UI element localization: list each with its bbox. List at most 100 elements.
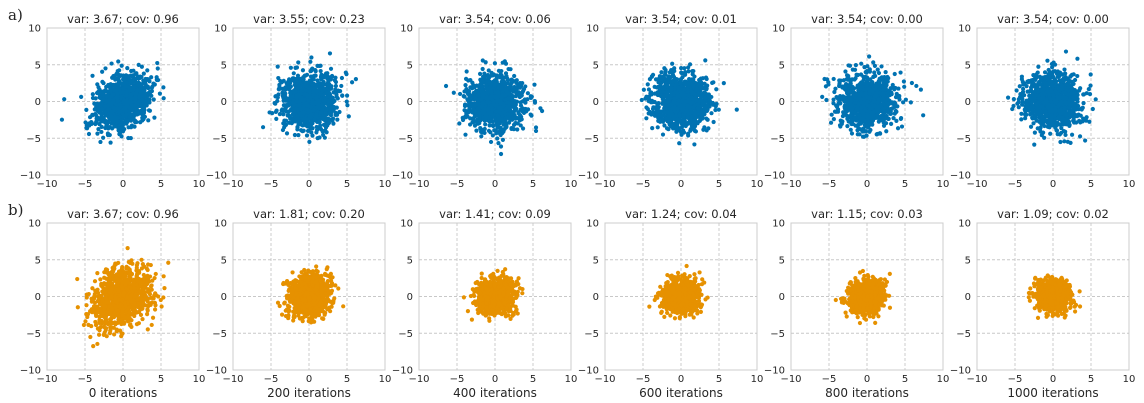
scatter-point	[517, 82, 522, 87]
scatter-point	[498, 151, 504, 157]
scatter-point	[322, 118, 327, 123]
scatter-point	[662, 123, 667, 128]
scatter-point	[498, 72, 503, 77]
scatter-point	[681, 114, 686, 119]
scatter-point	[79, 94, 84, 99]
scatter-point	[463, 76, 469, 81]
y-tick-label: −10	[206, 171, 227, 182]
scatter-point	[457, 91, 463, 97]
scatter-point	[853, 63, 858, 68]
scatter-point	[464, 69, 469, 74]
scatter-point	[668, 117, 673, 122]
panel-title: var: 3.67; cov: 0.96	[67, 12, 179, 26]
scatter-point	[129, 68, 134, 74]
scatter-point	[862, 122, 867, 127]
scatter-point	[346, 114, 351, 119]
scatter-point	[867, 54, 872, 59]
scatter-point	[62, 97, 67, 102]
scatter-point	[302, 97, 307, 102]
scatter-point	[714, 87, 719, 92]
scatter-point	[695, 88, 700, 93]
scatter-point	[465, 97, 470, 102]
x-tick-label: 5	[716, 179, 722, 190]
y-tick-label: 5	[593, 60, 599, 71]
scatter-point	[295, 127, 300, 132]
x-tick-label: −5	[78, 179, 93, 190]
y-tick-label: −10	[20, 171, 41, 182]
scatter-point	[663, 67, 668, 73]
scatter-point	[326, 102, 331, 107]
scatter-point	[330, 118, 335, 123]
scatter-point	[506, 66, 511, 72]
scatter-point	[688, 128, 693, 133]
scatter-point	[463, 132, 468, 137]
scatter-point	[325, 123, 330, 128]
scatter-point	[84, 107, 89, 113]
scatter-point	[709, 111, 714, 116]
scatter-point	[308, 95, 313, 100]
scatter-point	[108, 82, 113, 87]
scatter-point	[129, 80, 134, 85]
scatter-point	[134, 71, 139, 76]
scatter-point	[909, 80, 915, 86]
x-tick-label: 10	[379, 179, 392, 190]
scatter-point	[665, 84, 670, 89]
scatter-point	[142, 93, 147, 99]
scatter-point	[713, 107, 718, 113]
scatter-point	[688, 119, 693, 124]
y-tick-label: 0	[221, 97, 227, 108]
scatter-point	[516, 92, 522, 97]
scatter-point	[894, 118, 899, 123]
scatter-point	[845, 124, 850, 129]
scatter-point	[297, 103, 302, 108]
scatter-point	[679, 103, 684, 108]
scatter-point	[272, 100, 277, 106]
scatter-point	[127, 85, 132, 90]
x-tick-label: 5	[344, 179, 350, 190]
scatter-point	[324, 112, 329, 117]
scatter-point	[307, 86, 313, 91]
scatter-point	[849, 131, 855, 136]
scatter-point	[689, 89, 694, 94]
scatter-point	[480, 66, 485, 72]
scatter-point	[852, 77, 857, 82]
scatter-point	[284, 118, 289, 123]
scatter-point	[126, 135, 131, 141]
scatter-point	[119, 63, 124, 68]
scatter-point	[510, 79, 515, 84]
scatter-point	[323, 128, 328, 133]
scatter-point	[486, 106, 491, 111]
scatter-point	[682, 66, 687, 71]
scatter-point	[316, 88, 321, 93]
scatter-point	[661, 75, 667, 81]
scatter-point	[335, 96, 340, 101]
scatter-point	[296, 85, 301, 90]
scatter-point	[884, 101, 890, 106]
scatter-point	[105, 121, 110, 126]
scatter-point	[337, 109, 342, 115]
scatter-point	[824, 97, 829, 103]
scatter-point	[464, 86, 469, 92]
scatter-point	[278, 78, 283, 84]
scatter-point	[349, 80, 355, 85]
scatter-point	[316, 106, 322, 111]
scatter-point	[152, 115, 157, 120]
scatter-point	[505, 90, 510, 96]
scatter-point	[109, 61, 114, 66]
scatter-point	[859, 61, 864, 66]
scatter-point	[514, 78, 519, 83]
scatter-point	[314, 112, 319, 117]
scatter-point	[486, 68, 491, 73]
scatter-point	[111, 92, 116, 97]
scatter-point	[863, 91, 868, 96]
scatter-point	[495, 74, 500, 79]
scatter-point	[267, 110, 272, 115]
scatter-point	[692, 120, 697, 125]
scatter-point	[512, 103, 518, 108]
scatter-point	[683, 70, 688, 75]
scatter-point	[103, 66, 108, 71]
scatter-point	[296, 132, 301, 138]
scatter-point	[479, 134, 484, 139]
